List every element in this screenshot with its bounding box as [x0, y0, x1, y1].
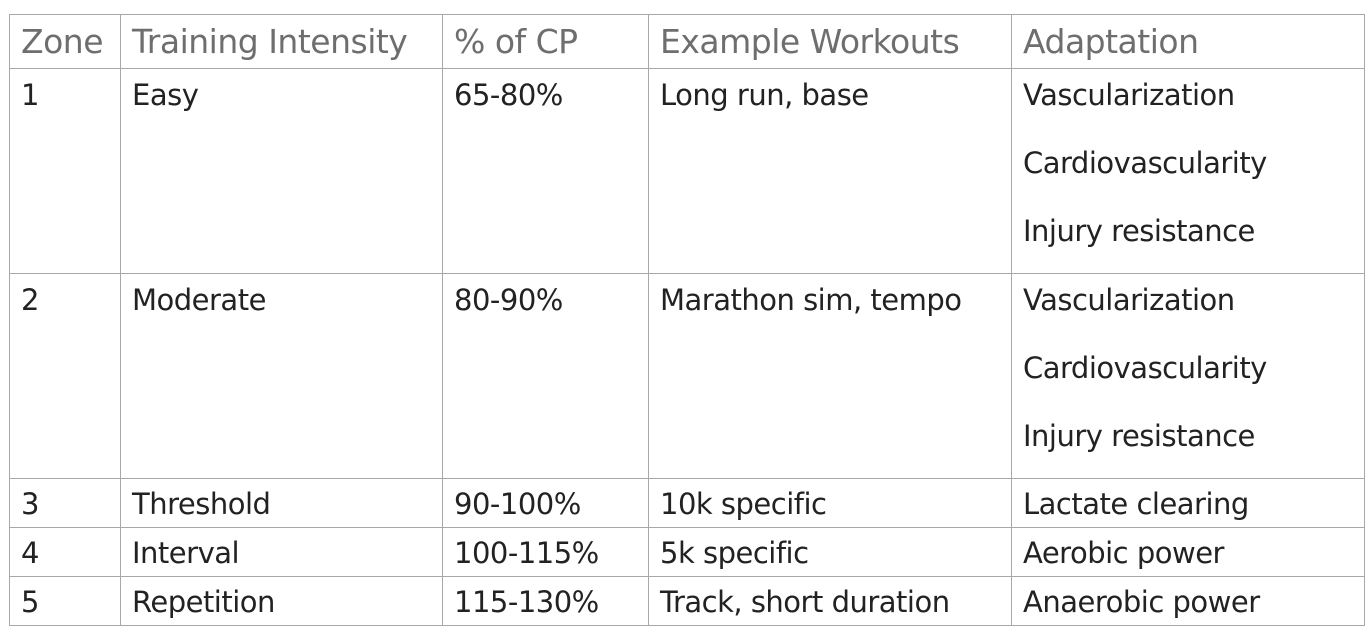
header-example-workouts: Example Workouts	[648, 14, 1012, 69]
table-row: 4 Interval 100-115% 5k specific Aerobic …	[9, 527, 1365, 577]
workouts-value: 5k specific	[660, 536, 809, 570]
zone-value: 5	[21, 585, 39, 619]
header-training-intensity: Training Intensity	[120, 14, 443, 69]
intensity-cell: Easy	[120, 68, 443, 274]
workouts-value: Track, short duration	[660, 585, 950, 619]
cp-cell: 90-100%	[442, 478, 649, 528]
intensity-value: Interval	[132, 536, 240, 570]
adaptation-cell: Vascularization Cardiovascularity Injury…	[1011, 68, 1365, 274]
zone-cell: 1	[9, 68, 121, 274]
workouts-value: Marathon sim, tempo	[660, 283, 962, 317]
intensity-value: Repetition	[132, 585, 275, 619]
cp-cell: 115-130%	[442, 576, 649, 626]
adaptation-cell: Anaerobic power	[1011, 576, 1365, 626]
zone-value: 4	[21, 536, 39, 570]
intensity-cell: Interval	[120, 527, 443, 577]
header-zone: Zone	[9, 14, 121, 69]
cp-value: 115-130%	[454, 585, 599, 619]
cp-cell: 65-80%	[442, 68, 649, 274]
adaptation-value: Injury resistance	[1023, 419, 1255, 453]
header-adaptation: Adaptation	[1011, 14, 1365, 69]
intensity-value: Moderate	[132, 283, 266, 317]
table-header-row: Zone Training Intensity % of CP Example …	[9, 14, 1365, 69]
zone-cell: 4	[9, 527, 121, 577]
adaptation-value: Injury resistance	[1023, 214, 1255, 248]
intensity-cell: Moderate	[120, 273, 443, 479]
zone-value: 3	[21, 487, 39, 521]
zone-cell: 5	[9, 576, 121, 626]
workouts-value: 10k specific	[660, 487, 827, 521]
workouts-cell: 5k specific	[648, 527, 1012, 577]
intensity-value: Easy	[132, 78, 199, 112]
adaptation-cell: Lactate clearing	[1011, 478, 1365, 528]
cp-value: 90-100%	[454, 487, 581, 521]
adaptation-value: Cardiovascularity	[1023, 146, 1267, 180]
cp-value: 65-80%	[454, 78, 563, 112]
adaptation-value: Lactate clearing	[1023, 487, 1249, 521]
adaptation-value: Vascularization	[1023, 78, 1235, 112]
table-row: 2 Moderate 80-90% Marathon sim, tempo Va…	[9, 273, 1365, 479]
zone-value: 2	[21, 283, 39, 317]
training-zones-table: Zone Training Intensity % of CP Example …	[9, 14, 1365, 626]
adaptation-value: Anaerobic power	[1023, 585, 1260, 619]
intensity-value: Threshold	[132, 487, 271, 521]
adaptation-value: Vascularization	[1023, 283, 1235, 317]
cp-value: 80-90%	[454, 283, 563, 317]
cp-cell: 100-115%	[442, 527, 649, 577]
zone-cell: 3	[9, 478, 121, 528]
intensity-cell: Repetition	[120, 576, 443, 626]
header-percent-of-cp: % of CP	[442, 14, 649, 69]
zones-table-container: Zone Training Intensity % of CP Example …	[9, 14, 1365, 626]
adaptation-value: Cardiovascularity	[1023, 351, 1267, 385]
workouts-value: Long run, base	[660, 78, 869, 112]
adaptation-value: Aerobic power	[1023, 536, 1224, 570]
adaptation-cell: Aerobic power	[1011, 527, 1365, 577]
adaptation-cell: Vascularization Cardiovascularity Injury…	[1011, 273, 1365, 479]
workouts-cell: 10k specific	[648, 478, 1012, 528]
workouts-cell: Track, short duration	[648, 576, 1012, 626]
zone-cell: 2	[9, 273, 121, 479]
workouts-cell: Long run, base	[648, 68, 1012, 274]
zone-value: 1	[21, 78, 39, 112]
workouts-cell: Marathon sim, tempo	[648, 273, 1012, 479]
cp-cell: 80-90%	[442, 273, 649, 479]
intensity-cell: Threshold	[120, 478, 443, 528]
cp-value: 100-115%	[454, 536, 599, 570]
table-row: 3 Threshold 90-100% 10k specific Lactate…	[9, 478, 1365, 528]
table-row: 1 Easy 65-80% Long run, base Vasculariza…	[9, 68, 1365, 274]
table-row: 5 Repetition 115-130% Track, short durat…	[9, 576, 1365, 626]
